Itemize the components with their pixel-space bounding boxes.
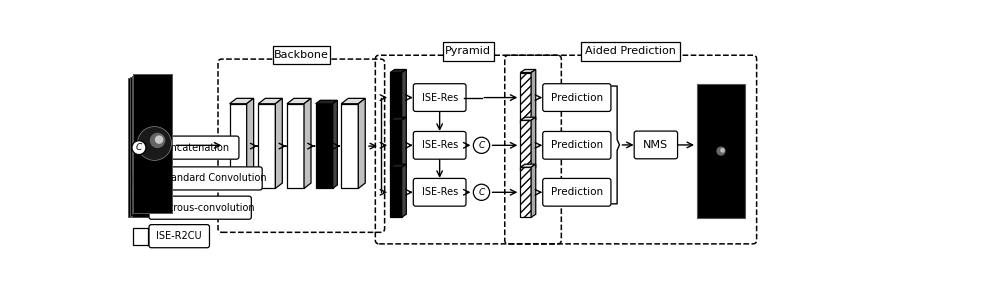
- FancyBboxPatch shape: [149, 167, 262, 190]
- Bar: [287, 104, 304, 189]
- Circle shape: [720, 148, 725, 153]
- FancyBboxPatch shape: [634, 131, 678, 159]
- Text: Prediction: Prediction: [551, 187, 603, 197]
- Polygon shape: [390, 69, 406, 73]
- Text: C: C: [478, 188, 485, 197]
- Polygon shape: [247, 98, 254, 189]
- Polygon shape: [520, 164, 536, 167]
- Bar: [316, 104, 333, 189]
- Bar: [341, 104, 358, 189]
- Text: Prediction: Prediction: [551, 93, 603, 102]
- Text: C: C: [136, 143, 142, 152]
- Text: 3D Standard Convolution: 3D Standard Convolution: [144, 173, 267, 183]
- Bar: [130, 77, 169, 216]
- Circle shape: [155, 135, 163, 144]
- Polygon shape: [358, 98, 365, 189]
- Polygon shape: [531, 164, 536, 217]
- Text: Concatenation: Concatenation: [158, 143, 230, 153]
- Bar: [132, 75, 170, 214]
- Bar: [520, 120, 531, 170]
- Bar: [520, 73, 531, 123]
- Bar: [390, 167, 402, 217]
- FancyBboxPatch shape: [149, 136, 239, 159]
- FancyBboxPatch shape: [581, 42, 680, 61]
- Polygon shape: [333, 100, 337, 189]
- Circle shape: [473, 184, 490, 200]
- Bar: [133, 170, 148, 187]
- FancyBboxPatch shape: [149, 196, 251, 219]
- FancyBboxPatch shape: [413, 179, 466, 206]
- Text: Backbone: Backbone: [274, 50, 329, 60]
- FancyBboxPatch shape: [543, 131, 611, 159]
- Bar: [390, 120, 402, 170]
- Circle shape: [132, 141, 146, 155]
- Bar: [230, 104, 247, 189]
- FancyBboxPatch shape: [443, 42, 494, 61]
- Polygon shape: [287, 98, 311, 104]
- Polygon shape: [275, 98, 282, 189]
- Text: Pyramid: Pyramid: [445, 46, 491, 56]
- Bar: [390, 73, 402, 123]
- FancyBboxPatch shape: [413, 84, 466, 111]
- Text: ISE-R2CU: ISE-R2CU: [156, 231, 202, 241]
- Text: Prediction: Prediction: [551, 140, 603, 150]
- Polygon shape: [520, 117, 536, 120]
- Bar: [133, 199, 148, 216]
- Polygon shape: [402, 117, 406, 170]
- Polygon shape: [402, 164, 406, 217]
- Text: C: C: [478, 141, 485, 150]
- FancyBboxPatch shape: [273, 46, 330, 65]
- Polygon shape: [316, 100, 337, 104]
- Polygon shape: [402, 69, 406, 123]
- FancyBboxPatch shape: [413, 131, 466, 159]
- Text: ISE-Res: ISE-Res: [422, 140, 458, 150]
- Bar: [258, 104, 275, 189]
- Polygon shape: [230, 98, 254, 104]
- Circle shape: [473, 137, 490, 154]
- Polygon shape: [531, 69, 536, 123]
- Polygon shape: [531, 117, 536, 170]
- FancyBboxPatch shape: [543, 179, 611, 206]
- FancyBboxPatch shape: [543, 84, 611, 111]
- Text: Aided Prediction: Aided Prediction: [585, 46, 676, 56]
- Bar: [520, 167, 531, 217]
- Polygon shape: [341, 98, 365, 104]
- Circle shape: [137, 127, 172, 160]
- Polygon shape: [390, 117, 406, 120]
- Polygon shape: [258, 98, 282, 104]
- Text: 3D Atrous-convolution: 3D Atrous-convolution: [146, 203, 254, 213]
- Polygon shape: [390, 164, 406, 167]
- Bar: [128, 78, 167, 217]
- Text: NMS: NMS: [643, 140, 668, 150]
- Circle shape: [150, 133, 165, 148]
- Polygon shape: [304, 98, 311, 189]
- Bar: [133, 228, 148, 245]
- FancyBboxPatch shape: [149, 225, 209, 248]
- Circle shape: [716, 146, 726, 156]
- Text: ISE-Res: ISE-Res: [422, 187, 458, 197]
- Polygon shape: [520, 69, 536, 73]
- Bar: [133, 74, 172, 213]
- Bar: [697, 84, 745, 218]
- Text: ISE-Res: ISE-Res: [422, 93, 458, 102]
